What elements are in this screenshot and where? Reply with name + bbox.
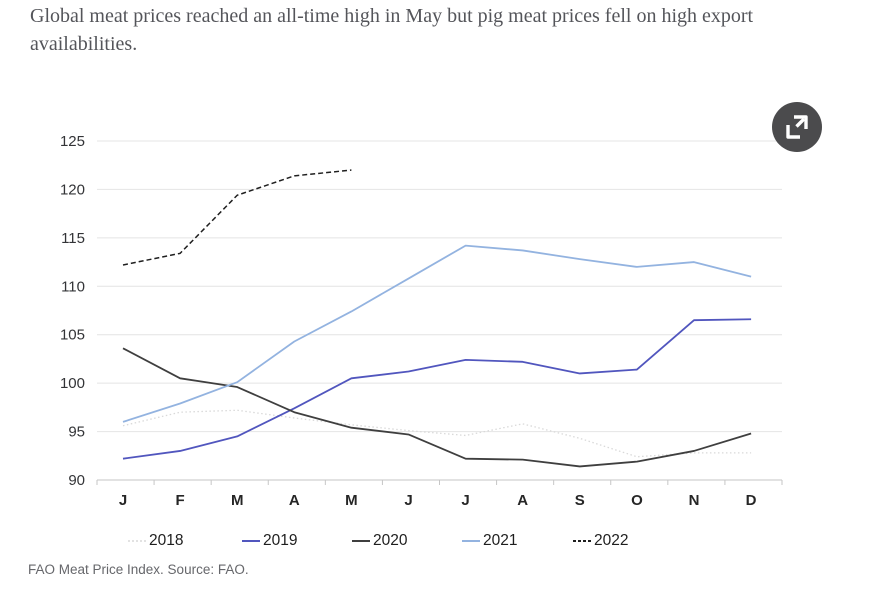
legend-item-2021: 2021 bbox=[462, 531, 517, 551]
x-axis-label: A bbox=[289, 492, 300, 509]
legend-item-2019: 2019 bbox=[242, 531, 297, 551]
y-axis-label: 120 bbox=[60, 181, 85, 198]
legend-label: 2018 bbox=[149, 532, 184, 549]
x-axis-label: O bbox=[631, 492, 643, 509]
y-axis-label: 110 bbox=[61, 278, 85, 295]
chart-plot: 90 95 100 105 110 115 120 125 J F M A M J J A S O N D bbox=[60, 133, 783, 509]
legend-label: 2020 bbox=[373, 532, 408, 549]
legend-label: 2019 bbox=[263, 532, 298, 549]
y-axis-label: 100 bbox=[60, 375, 85, 392]
x-axis-label: J bbox=[461, 492, 469, 509]
line-chart: 90 95 100 105 110 115 120 125 J F M A M J J A S O N D 2018 2… bbox=[60, 102, 822, 549]
y-axis-label: 105 bbox=[60, 327, 85, 344]
legend-swatch-2018 bbox=[128, 540, 146, 542]
x-axis-label: M bbox=[345, 492, 358, 509]
legend-swatch-2020 bbox=[352, 540, 370, 542]
x-axis-label: S bbox=[575, 492, 585, 509]
expand-icon bbox=[786, 115, 808, 139]
series-line-2019 bbox=[122, 318, 752, 460]
series-line-2018 bbox=[122, 409, 752, 458]
legend-item-2018: 2018 bbox=[128, 531, 183, 551]
legend-label: 2021 bbox=[483, 532, 518, 549]
series-line-2021 bbox=[122, 244, 752, 423]
legend-swatch-2019 bbox=[242, 540, 260, 542]
chart-legend: 2018 2019 2020 2021 2022 bbox=[0, 531, 890, 553]
y-axis-label: 95 bbox=[68, 424, 85, 441]
series-line-2022 bbox=[122, 169, 352, 266]
y-axis-label: 125 bbox=[60, 133, 85, 150]
x-axis-label: M bbox=[231, 492, 244, 509]
chart-headline: Global meat prices reached an all-time h… bbox=[30, 5, 754, 55]
x-axis-label: D bbox=[746, 492, 757, 509]
x-axis-label: A bbox=[517, 492, 528, 509]
legend-item-2020: 2020 bbox=[352, 531, 407, 551]
x-axis-label: J bbox=[404, 492, 412, 509]
y-axis-label: 115 bbox=[61, 230, 85, 247]
y-axis-label: 90 bbox=[68, 472, 85, 489]
legend-swatch-2021 bbox=[462, 540, 480, 542]
legend-item-2022: 2022 bbox=[573, 531, 628, 551]
legend-swatch-2022 bbox=[573, 540, 591, 542]
expand-button[interactable] bbox=[772, 102, 822, 152]
x-axis-label: N bbox=[689, 492, 700, 509]
source-note: FAO Meat Price Index. Source: FAO. bbox=[28, 562, 249, 577]
x-axis-label: J bbox=[119, 492, 127, 509]
x-axis-label: F bbox=[176, 492, 185, 509]
legend-label: 2022 bbox=[594, 532, 629, 549]
